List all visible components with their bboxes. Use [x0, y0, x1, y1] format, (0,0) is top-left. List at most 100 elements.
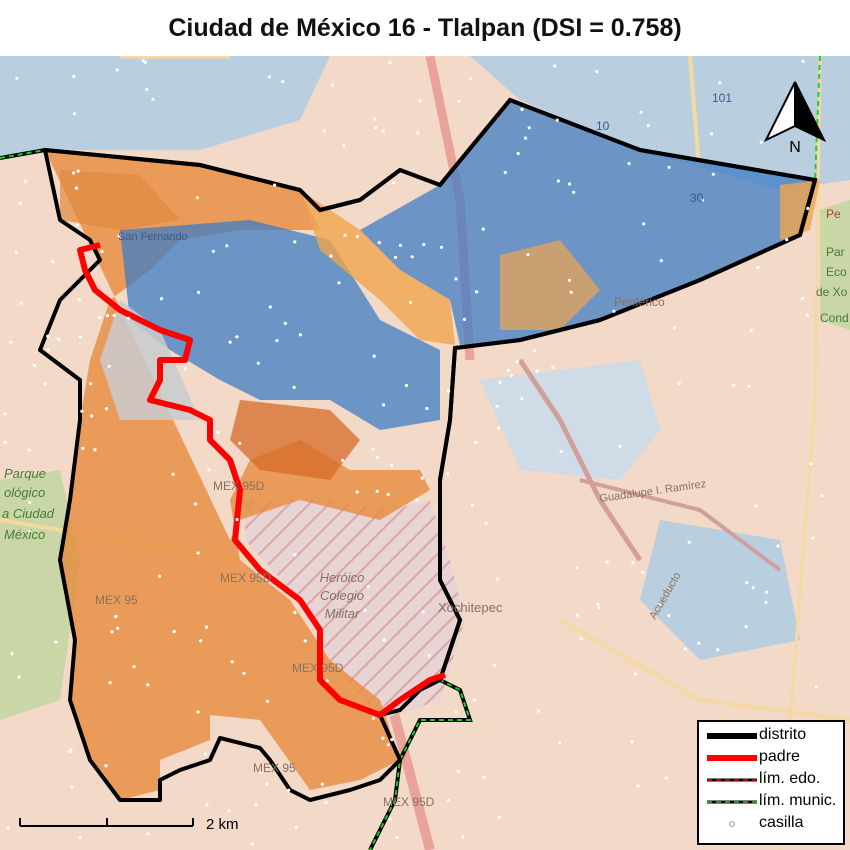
label-xochitepec: Xochitepec [438, 600, 503, 615]
label-parque-2: ológico [4, 485, 45, 500]
casilla-point [640, 570, 645, 575]
casilla-point [475, 290, 479, 294]
casilla-point [329, 254, 333, 258]
military-college-area [245, 500, 465, 720]
casilla-point [523, 136, 528, 140]
casilla-point [809, 462, 813, 466]
casilla-point [78, 335, 82, 339]
casilla-point [716, 648, 720, 652]
casilla-point [93, 448, 97, 452]
casilla-point [515, 360, 520, 364]
casilla-point [659, 259, 663, 263]
casilla-point [265, 699, 269, 703]
casilla-point [386, 492, 390, 496]
casilla-point [76, 169, 80, 173]
casilla-point [418, 99, 422, 103]
basemap-blue-area-nw [0, 56, 330, 160]
casilla-point [72, 74, 76, 79]
casilla-point [195, 196, 199, 200]
casilla-point [764, 600, 768, 604]
casilla-point [75, 223, 79, 227]
casilla-point [260, 770, 264, 775]
casilla-point [805, 313, 809, 317]
legend-key-lim-munic [707, 800, 757, 804]
casilla-point [382, 638, 386, 642]
casilla-point [54, 640, 58, 644]
casilla-point [497, 815, 501, 819]
casilla-point [672, 326, 677, 330]
casilla-point [112, 313, 116, 317]
casilla-point [281, 80, 285, 84]
casilla-point [454, 710, 458, 714]
casilla-point [556, 179, 561, 183]
casilla-point [14, 251, 18, 255]
label-eco-3: Eco [826, 265, 847, 279]
casilla-point [575, 566, 579, 570]
casilla-point [439, 245, 444, 249]
casilla-point [631, 561, 635, 565]
casilla-point [10, 652, 14, 656]
map-legend: distrito padre lím. edo. lím. munic. cas… [697, 720, 845, 845]
casilla-point [331, 83, 335, 87]
district-fill-gray [100, 300, 200, 420]
casilla-point [462, 317, 467, 321]
casilla-point [275, 339, 279, 343]
casilla-point [492, 663, 497, 667]
casilla-point [18, 201, 22, 205]
label-mex95d-3: MEX 95D [292, 661, 344, 675]
casilla-point [392, 181, 396, 185]
casilla-point [17, 675, 21, 679]
casilla-point [363, 608, 367, 612]
casilla-point [393, 255, 398, 259]
casilla-point [800, 296, 805, 300]
casilla-point [238, 441, 242, 445]
casilla-point [806, 206, 810, 211]
label-30: 30 [690, 191, 704, 205]
casilla-point [474, 440, 478, 445]
casilla-point [90, 414, 94, 418]
casilla-point [484, 521, 488, 526]
casilla-point [596, 602, 600, 607]
casilla-point [325, 679, 329, 683]
casilla-point [81, 446, 85, 450]
casilla-point [427, 653, 431, 658]
casilla-point [814, 685, 819, 689]
scale-bar: 2 km [18, 812, 258, 834]
casilla-point [242, 671, 246, 675]
casilla-point [27, 448, 31, 452]
casilla-point [469, 77, 473, 81]
casilla-point [375, 455, 379, 460]
casilla-point [74, 186, 78, 190]
casilla-point [298, 333, 302, 337]
padre-outline [77, 242, 446, 718]
casilla-point [520, 397, 524, 401]
casilla-point [381, 736, 385, 740]
casilla-point [447, 389, 451, 393]
casilla-point [203, 752, 208, 756]
legend-label: lím. munic. [759, 792, 837, 809]
casilla-point [205, 625, 209, 629]
casilla-point [373, 117, 377, 121]
casilla-point [567, 182, 572, 186]
casilla-point [372, 354, 376, 358]
legend-item-lim-munic: lím. munic. [699, 791, 845, 813]
casilla-point [456, 769, 461, 773]
casilla-point [776, 544, 780, 548]
casilla-point [6, 826, 10, 830]
basemap-blue-area-center [480, 360, 660, 480]
label-periferico: Periférico [614, 295, 665, 309]
district-fill-orange-center [300, 190, 455, 345]
casilla-point [759, 140, 763, 144]
casilla-point [108, 681, 112, 685]
district-fill-blue-central [120, 220, 440, 430]
map-canvas[interactable]: Heróico Colegio Militar Xochitepec MEX 9… [0, 56, 850, 850]
casilla-point [322, 129, 326, 133]
casilla-point [536, 709, 541, 713]
legend-item-padre: padre [699, 747, 845, 769]
casilla-point [337, 281, 341, 285]
label-parque-4: México [4, 527, 45, 542]
district-fill-orange-dark [230, 400, 360, 480]
casilla-point [605, 560, 609, 564]
casilla-point [446, 472, 450, 476]
map-frame[interactable]: Heróico Colegio Militar Xochitepec MEX 9… [0, 56, 850, 850]
